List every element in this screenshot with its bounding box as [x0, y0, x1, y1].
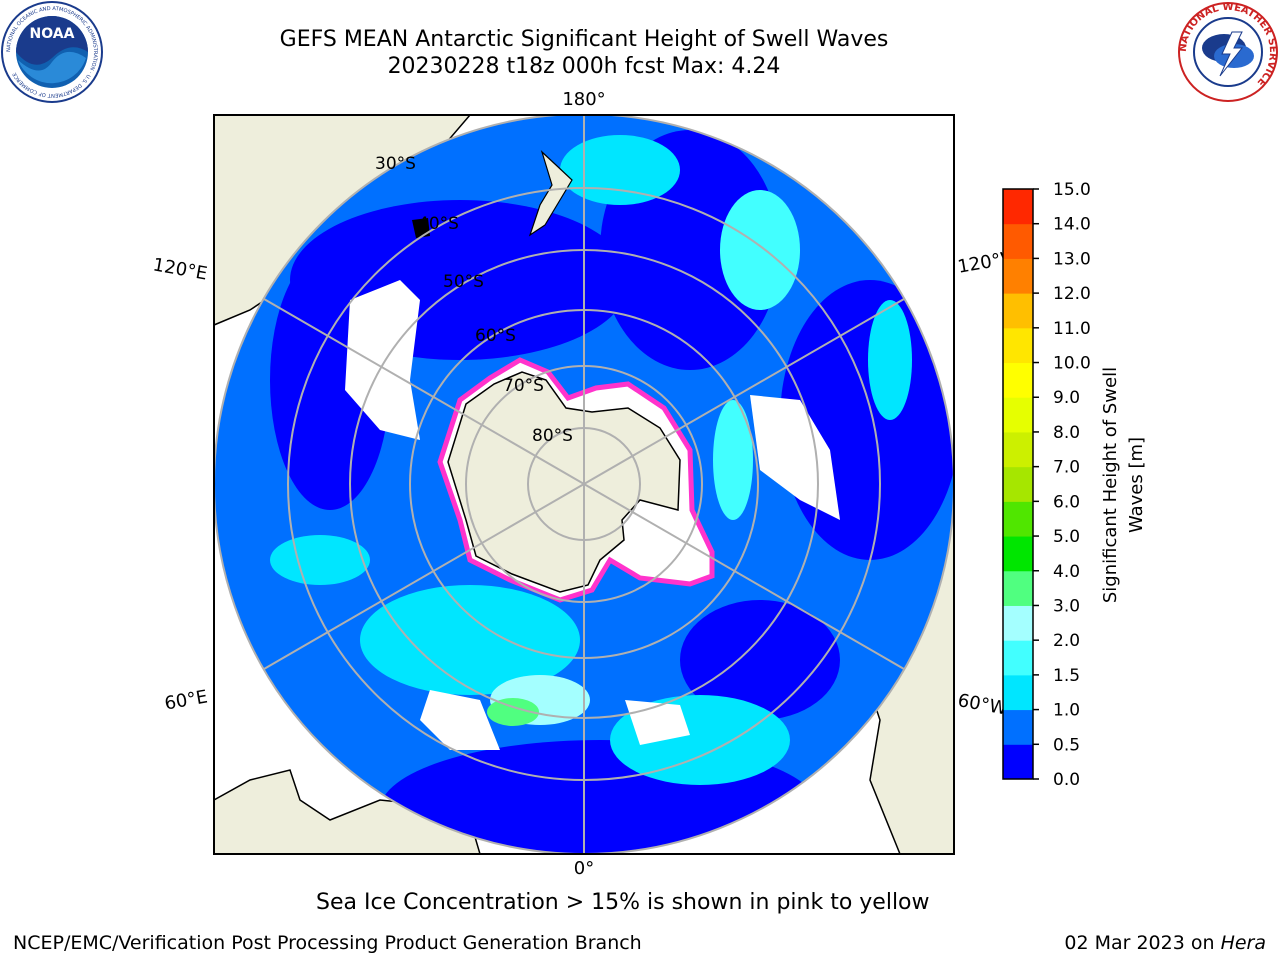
- colorbar-tick-label: 3.0: [1053, 596, 1080, 616]
- antarctica-land: [447, 371, 681, 593]
- noaa-logo: NOAA NATIONAL OCEANIC AND ATMOSPHERIC AD…: [1, 1, 103, 103]
- colorbar-segment: [1003, 570, 1033, 606]
- lon-label-60e: 60°E: [163, 686, 209, 714]
- lat-label-50s: 50°S: [443, 272, 484, 292]
- colorbar-tick-label: 5.0: [1053, 527, 1080, 547]
- colorbar-tick-label: 13.0: [1053, 249, 1091, 269]
- colorbar-tick-label: 10.0: [1053, 354, 1091, 374]
- colorbar-tick-label: 11.0: [1053, 319, 1091, 339]
- meridian-60e-120w: [263, 298, 905, 670]
- lat-label-70s: 70°S: [503, 376, 544, 396]
- graticule: [214, 115, 954, 854]
- svg-text:NOAA: NOAA: [30, 26, 75, 42]
- lon-label-0: 0°: [574, 858, 594, 879]
- chart-subtitle: 20230228 t18z 000h fcst Max: 4.24: [387, 54, 781, 79]
- lat-label-60s: 60°S: [475, 326, 516, 346]
- colorbar-segment: [1003, 397, 1033, 433]
- colorbar-tick-label: 0.0: [1053, 770, 1080, 790]
- colorbar-segment: [1003, 674, 1033, 711]
- lat-label-30s: 30°S: [375, 154, 416, 174]
- africa-land: [214, 769, 481, 854]
- colorbar-segment: [1003, 744, 1033, 780]
- colorbar-tick-label: 12.0: [1053, 284, 1091, 304]
- footer-machine: Hera: [1220, 932, 1266, 954]
- colorbar-segment: [1003, 640, 1033, 676]
- colorbar-tick-label: 4.0: [1053, 562, 1080, 582]
- nws-logo: NATIONAL WEATHER SERVICE: [1178, 2, 1278, 102]
- colorbar-segment: [1003, 362, 1033, 398]
- colorbar-segment: [1003, 431, 1033, 468]
- colorbar-label-line2: Waves [m]: [1126, 437, 1147, 533]
- footer-branch: NCEP/EMC/Verification Post Processing Pr…: [13, 932, 642, 954]
- colorbar: 0.0 0.5 1.0 1.5 2.0 3.0 4.0 5.0 6.0 7.0 8.0 9.0 10.0…: [1002, 180, 1091, 790]
- swell-moderate-zone: [720, 190, 800, 310]
- colorbar-label-line1: Significant Height of Swell: [1100, 367, 1121, 603]
- sea-ice-caption: Sea Ice Concentration > 15% is shown in …: [316, 890, 930, 915]
- colorbar-segment: [1003, 536, 1033, 572]
- lon-label-60w: 60°W: [956, 690, 1009, 719]
- swell-moderate-zone: [560, 135, 680, 205]
- colorbar-segment: [1003, 605, 1033, 641]
- lat-label-80s: 80°S: [532, 426, 573, 446]
- colorbar-tick-label: 1.0: [1053, 701, 1080, 721]
- swell-moderate-zone: [713, 400, 753, 520]
- colorbar-tick-label: 6.0: [1053, 492, 1080, 512]
- masked-area: [345, 280, 420, 440]
- map-frame: [213, 114, 955, 855]
- colorbar-tick-label: 0.5: [1053, 735, 1080, 755]
- colorbar-tick-label: 7.0: [1053, 458, 1080, 478]
- colorbar-segment: [1003, 223, 1033, 259]
- colorbar-segment: [1003, 501, 1033, 537]
- colorbar-tick-label: 2.0: [1053, 631, 1080, 651]
- swell-moderate-zone: [360, 585, 580, 695]
- masked-area: [420, 690, 500, 750]
- colorbar-segment: [1003, 189, 1033, 225]
- colorbar-tick-label: 15.0: [1053, 180, 1091, 200]
- swell-max-zone: [487, 698, 539, 726]
- colorbar-tick-label: 1.5: [1053, 666, 1080, 686]
- colorbar-tick-label: 14.0: [1053, 215, 1091, 235]
- colorbar-tick-label: 8.0: [1053, 423, 1080, 443]
- footer-date: 02 Mar 2023 on Hera: [1064, 932, 1266, 954]
- colorbar-segment: [1003, 466, 1033, 502]
- colorbar-segment: [1003, 293, 1033, 329]
- colorbar-segment: [1003, 709, 1033, 745]
- swell-moderate-zone: [270, 535, 370, 585]
- lon-label-120e: 120°E: [151, 254, 209, 284]
- colorbar-tick-label: 9.0: [1053, 388, 1080, 408]
- swell-low-zone: [680, 600, 840, 720]
- colorbar-segment: [1003, 327, 1033, 364]
- colorbar-frame: [1002, 188, 1034, 780]
- new-zealand-land: [528, 150, 573, 237]
- chart-title: GEFS MEAN Antarctic Significant Height o…: [279, 27, 889, 52]
- colorbar-segment: [1003, 258, 1033, 294]
- footer-date-text: 02 Mar 2023 on: [1064, 932, 1221, 954]
- swell-moderate-zone: [868, 300, 912, 420]
- lon-label-180: 180°: [562, 89, 605, 110]
- lat-label-40s: 40°S: [418, 214, 459, 234]
